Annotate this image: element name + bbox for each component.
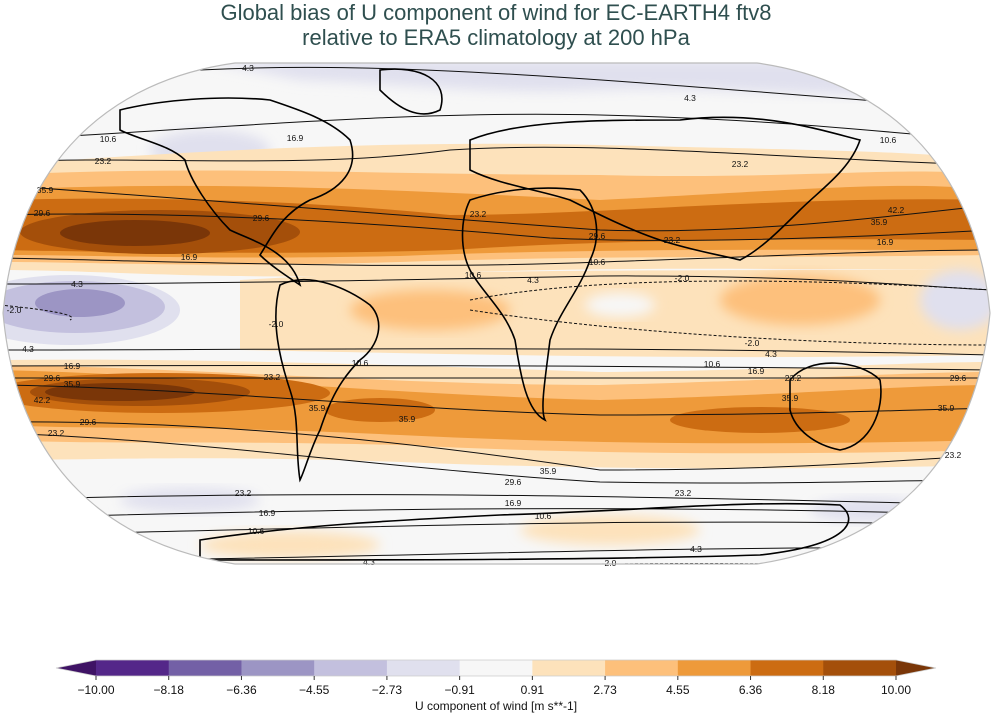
contour-label: 42.2 (34, 395, 51, 405)
contour-label: 16.9 (259, 508, 276, 518)
contour-label: 10.6 (704, 359, 721, 369)
colorbar-segment (386, 660, 461, 676)
contour-label: 35.9 (37, 185, 54, 195)
contour-label: 4.3 (22, 344, 34, 354)
contour-label: 23.2 (785, 373, 802, 383)
contour-label: 4.3 (242, 63, 254, 73)
colorbar-label: U component of wind [m s**-1] (414, 699, 578, 713)
contour-label: 29.6 (253, 213, 270, 223)
contour-label: 10.6 (352, 358, 369, 368)
contour-label: 10.6 (589, 257, 606, 267)
map-boundary (2, 62, 991, 565)
colorbar-extend-min (56, 660, 96, 676)
colorbar-tick-label: 8.18 (811, 683, 835, 697)
colorbar-segment (459, 660, 533, 676)
contour-label: 10.6 (880, 135, 897, 145)
colorbar-tick-label: −4.55 (298, 683, 330, 697)
contour-label: 4.3 (690, 544, 702, 554)
contour-label: -2.0 (269, 319, 284, 329)
colorbar-segment (605, 660, 679, 676)
contour-label: 10.6 (100, 134, 117, 144)
contour-label: 35.9 (782, 393, 799, 403)
colorbar-extend-max (896, 660, 936, 676)
contour-label: 23.2 (470, 209, 487, 219)
contour-label: -2.0 (602, 558, 617, 568)
colorbar-tick-label: 4.55 (666, 683, 690, 697)
colorbar (55, 659, 937, 680)
contour-label: 35.9 (540, 466, 557, 476)
contour-label: 10.6 (248, 526, 265, 536)
contour-label: 42.2 (888, 205, 905, 215)
contour-label: 29.6 (34, 208, 51, 218)
contour-label: 16.9 (877, 237, 894, 247)
contour-label: 29.6 (44, 373, 61, 383)
contour-label: -2.0 (675, 273, 690, 283)
contour-label: 23.2 (264, 372, 281, 382)
colorbar-segment (241, 660, 315, 676)
contour-label: 23.2 (48, 428, 65, 438)
robinson-map: 4.34.310.6 16.9 10.623.2 23.235.929.6 29.6 23… (2, 62, 991, 568)
colorbar-segment (677, 660, 752, 676)
colorbar-tick-label: 0.91 (520, 683, 545, 697)
contour-label: 10.6 (535, 511, 552, 521)
contour-label: 4.3 (363, 557, 375, 567)
contour-label: 29.6 (950, 373, 967, 383)
colorbar-tick-label: −0.91 (444, 683, 475, 697)
contour-label: 16.9 (505, 498, 522, 508)
contour-label: 23.2 (664, 235, 681, 245)
coastlines (119, 68, 882, 561)
contour-label: 29.6 (80, 417, 97, 427)
contour-label: -2.0 (745, 338, 760, 348)
contour-label: 29.6 (589, 231, 606, 241)
contour-label: 23.2 (732, 159, 749, 169)
contour-label: -2.0 (7, 305, 22, 315)
contour-label: 16.9 (287, 133, 304, 143)
colorbar-segment (750, 660, 824, 676)
colorbar-tick-label: 10.00 (880, 683, 912, 697)
contour-label: 16.9 (181, 252, 198, 262)
contour-label: 4.3 (765, 349, 777, 359)
contour-label: 10.6 (465, 270, 482, 280)
contour-label: 23.2 (945, 450, 962, 460)
colorbar-segment (823, 660, 897, 676)
colorbar-tick-label: 6.36 (738, 683, 763, 697)
colorbar-tick-label: −6.36 (226, 683, 257, 697)
colorbar-tick-label: −8.18 (153, 683, 184, 697)
contour-label: 29.6 (505, 477, 522, 487)
contour-label: 35.9 (399, 414, 416, 424)
contour-label: 4.3 (71, 279, 83, 289)
contour-label: 35.9 (938, 403, 955, 413)
contour-label: 4.3 (527, 275, 539, 285)
contour-label: 35.9 (64, 379, 81, 389)
contour-label: 4.3 (684, 93, 696, 103)
colorbar-tick-label: −2.73 (371, 683, 403, 697)
chart-title-line-1: Global bias of U component of wind for E… (220, 0, 772, 25)
colorbar-segment (314, 660, 388, 676)
contour-label: 23.2 (235, 488, 252, 498)
bias-field (3, 63, 990, 564)
colorbar-tick-label: 2.73 (593, 683, 617, 697)
colorbar-tick-label: −10.00 (77, 683, 115, 697)
contour-label: 16.9 (64, 361, 81, 371)
colorbar-segment (168, 660, 242, 676)
contour-label: 23.2 (675, 488, 692, 498)
colorbar-segment (96, 660, 170, 676)
colorbar-segment (532, 660, 606, 676)
contour-label: 23.2 (95, 156, 112, 166)
contour-label: 35.9 (309, 403, 326, 413)
contour-label: 16.9 (748, 366, 765, 376)
contour-labels: 4.34.310.6 16.9 10.623.2 23.235.929.6 29.6 23… (7, 63, 967, 568)
contour-label: 35.9 (871, 217, 888, 227)
chart-title-line-2: relative to ERA5 climatology at 200 hPa (302, 25, 690, 50)
